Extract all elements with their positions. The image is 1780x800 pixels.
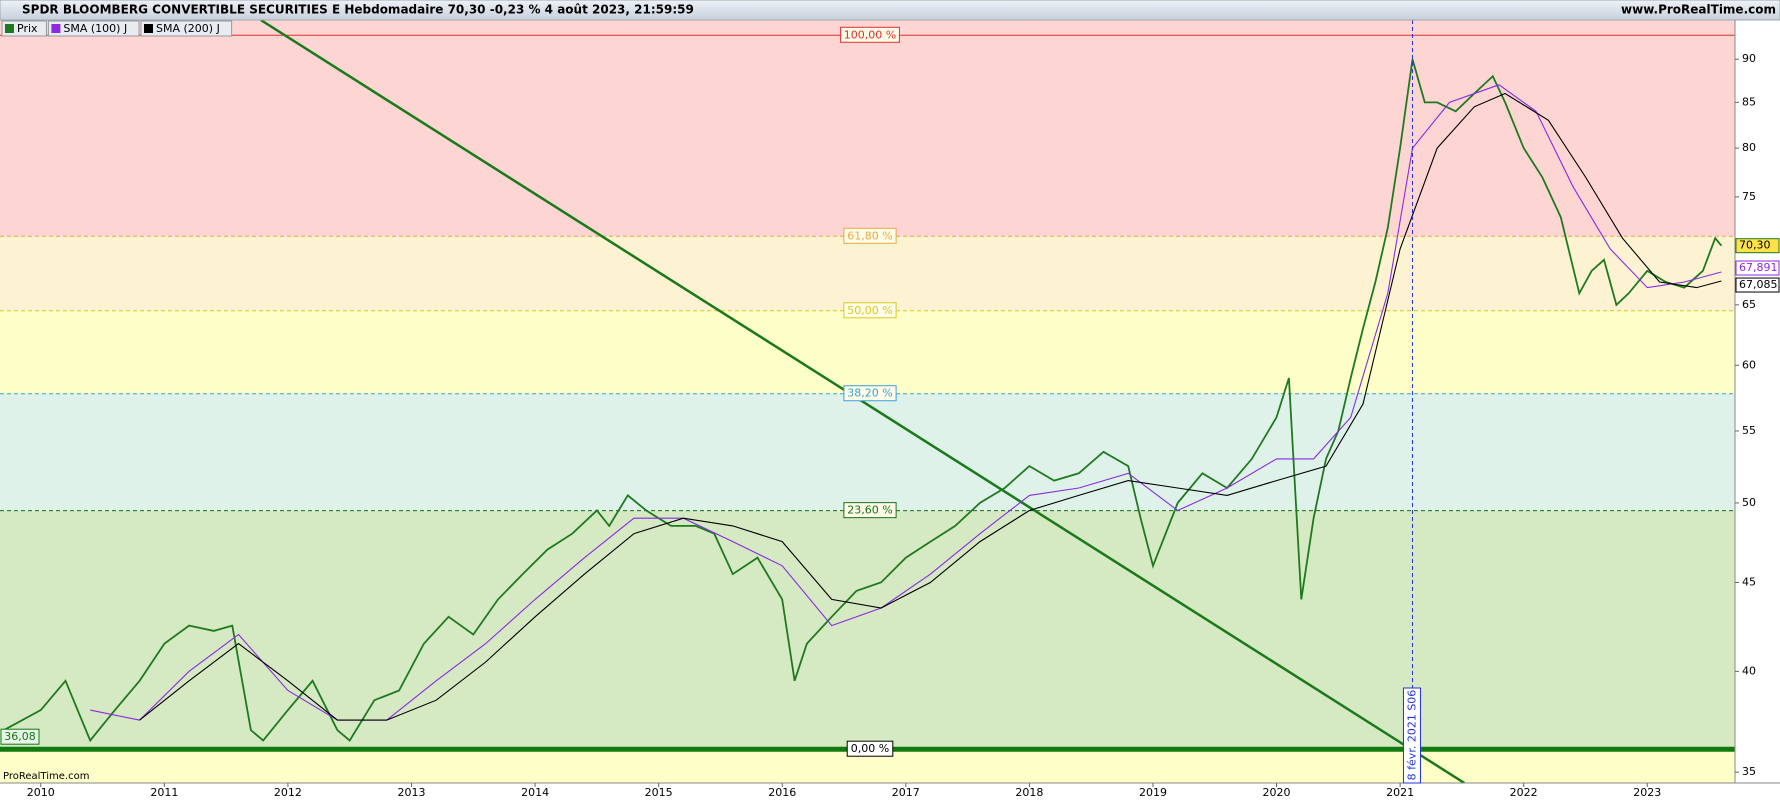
- band: [0, 310, 1735, 394]
- chart-title: SPDR BLOOMBERG CONVERTIBLE SECURITIES E …: [22, 3, 694, 17]
- legend-swatch: [5, 24, 14, 33]
- y-tick-label: 35: [1742, 765, 1756, 778]
- x-tick-label: 2017: [892, 786, 920, 799]
- level-label-box: [843, 502, 897, 519]
- y-tick-label: 80: [1742, 141, 1756, 154]
- plot-area: [0, 20, 1735, 783]
- level-label: 50,00 %: [847, 304, 892, 317]
- x-tick-label: 2011: [150, 786, 178, 799]
- last-value-box: [1735, 260, 1780, 276]
- level-label: 100,00 %: [844, 28, 896, 41]
- y-tick-label: 45: [1742, 575, 1756, 588]
- level-label: 61,80 %: [847, 229, 892, 242]
- y-tick-label: 65: [1742, 298, 1756, 311]
- band: [0, 510, 1735, 750]
- last-value: 67,085: [1739, 278, 1778, 291]
- x-tick-label: 2015: [645, 786, 673, 799]
- y-tick-label: 55: [1742, 424, 1756, 437]
- x-tick-label: 2013: [398, 786, 426, 799]
- legend-swatch: [144, 24, 153, 33]
- x-tick-label: 2018: [1015, 786, 1043, 799]
- source: www.ProRealTime.com: [1621, 3, 1776, 17]
- x-tick-label: 2023: [1633, 786, 1661, 799]
- watermark: ProRealTime.com: [3, 771, 89, 782]
- level-label-box: [843, 227, 897, 244]
- series-line: [139, 92, 1722, 721]
- last-value: 67,891: [1739, 261, 1778, 274]
- x-tick-label: 2022: [1510, 786, 1538, 799]
- y-tick-label: 40: [1742, 664, 1756, 677]
- x-tick-label: 2020: [1263, 786, 1291, 799]
- level-label-box: [843, 302, 897, 319]
- x-tick-label: 2019: [1139, 786, 1167, 799]
- level-label: 0,00 %: [851, 742, 889, 755]
- legend-item: [47, 20, 140, 37]
- legend-label: SMA (100) J: [63, 22, 127, 35]
- header-bar: [0, 0, 1780, 21]
- trendline: [260, 20, 1466, 783]
- level-label-box: [840, 26, 900, 43]
- band: [0, 35, 1735, 237]
- legend-item: [140, 20, 233, 37]
- last-value-box: [1735, 238, 1780, 254]
- x-tick-label: 2021: [1386, 786, 1414, 799]
- band: [0, 236, 1735, 311]
- y-tick-label: 85: [1742, 95, 1756, 108]
- band: [0, 393, 1735, 511]
- level-label: 23,60 %: [847, 504, 892, 517]
- x-tick-label: 2014: [521, 786, 549, 799]
- legend-label: Prix: [17, 22, 38, 35]
- y-tick-label: 60: [1742, 358, 1756, 371]
- y-tick-label: 50: [1742, 496, 1756, 509]
- level-label-box: [843, 385, 897, 402]
- level-price-box: [0, 728, 40, 745]
- series-line: [3, 58, 1723, 743]
- last-value: 70,30: [1739, 239, 1771, 252]
- x-tick-label: 2016: [768, 786, 796, 799]
- x-tick-label: 2012: [274, 786, 302, 799]
- legend-label: SMA (200) J: [156, 22, 220, 35]
- level-label-box: [846, 740, 894, 757]
- date-label-box: [1402, 687, 1421, 784]
- legend-swatch: [51, 24, 61, 33]
- x-tick-label: 2010: [27, 786, 55, 799]
- y-tick-label: 75: [1742, 190, 1756, 203]
- level-label: 38,20 %: [847, 387, 892, 400]
- level-price: 36,08: [4, 730, 36, 743]
- last-value-box: [1735, 277, 1780, 293]
- date-label: 8 févr. 2021 S06: [1405, 690, 1418, 781]
- y-tick-label: 90: [1742, 52, 1756, 65]
